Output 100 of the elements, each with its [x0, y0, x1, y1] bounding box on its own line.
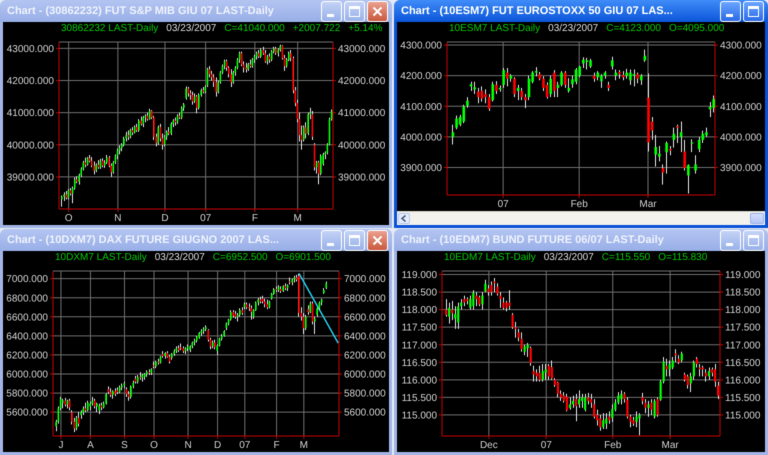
candlestick — [493, 278, 496, 293]
candlestick — [556, 381, 559, 398]
y-tick-label: 118.500 — [402, 288, 438, 299]
y-tick-label: 39000.000 — [6, 172, 54, 184]
x-tick-label: 07 — [540, 440, 552, 452]
y2-tick-label: 4000.000 — [720, 132, 762, 144]
y2-tick-label: 7000.000 — [344, 274, 386, 286]
x-tick-label: F — [274, 440, 280, 452]
y2-tick-label: 4200.000 — [720, 71, 762, 82]
y2-tick-label: 117.000 — [725, 340, 761, 352]
candlestick — [574, 68, 578, 85]
candlestick — [658, 146, 661, 162]
candlestick — [260, 48, 262, 59]
candlestick — [245, 62, 247, 74]
candlestick — [548, 364, 550, 380]
text: 10EDM7 LAST-Daily — [444, 251, 536, 265]
candlestick — [666, 358, 668, 377]
candlestick — [96, 402, 98, 413]
candlestick — [476, 87, 480, 104]
candlestick — [581, 393, 584, 408]
candlestick — [698, 364, 702, 377]
candlestick — [672, 127, 676, 148]
x-tick-label: J — [58, 440, 64, 452]
candlestick — [676, 124, 679, 144]
y2-tick-label: 4300.000 — [720, 40, 762, 52]
candlestick — [530, 346, 532, 366]
x-tick-label: Mar — [662, 440, 680, 452]
y2-tick-label: 43000.000 — [338, 44, 386, 55]
candlestick — [484, 279, 486, 293]
y-tick-label: 118.000 — [402, 305, 438, 316]
candlestick — [566, 393, 568, 412]
candlestick — [452, 124, 454, 146]
candlestick — [680, 351, 683, 363]
candlestick — [586, 57, 588, 70]
candlestick — [190, 90, 192, 100]
candlestick — [198, 92, 200, 110]
candlestick — [687, 164, 690, 194]
y2-tick-label: 42000.000 — [338, 76, 386, 88]
candlestick — [192, 91, 194, 106]
candlestick — [68, 188, 70, 200]
candlestick — [568, 396, 572, 410]
candlestick — [478, 295, 480, 307]
candlestick — [138, 118, 140, 132]
y2-tick-label: 118.000 — [725, 305, 761, 316]
candlestick — [94, 398, 96, 409]
candlestick — [481, 292, 484, 310]
y-tick-label: 116.500 — [402, 358, 438, 369]
candlestick — [665, 140, 668, 174]
candlestick — [607, 81, 610, 92]
candlestick — [704, 368, 708, 382]
candlestick — [513, 76, 516, 98]
text: O=115.830 — [658, 251, 708, 265]
candlestick — [170, 122, 172, 136]
y2-tick-label: 115.000 — [725, 410, 761, 422]
y-tick-label: 115.500 — [402, 392, 438, 404]
text: O=6901.500 — [276, 251, 331, 265]
y2-tick-label: 41000.000 — [338, 108, 386, 120]
candlestick — [116, 148, 118, 160]
y-tick-label: 7000.000 — [6, 274, 48, 286]
y2-tick-label: 6200.000 — [344, 350, 386, 362]
x-tick-label: A — [87, 440, 94, 452]
candlestick — [632, 69, 636, 87]
candlestick — [622, 70, 624, 81]
y-tick-label: 41000.000 — [6, 108, 54, 120]
y-tick-label: 119.000 — [402, 270, 438, 282]
candlestick — [268, 52, 270, 64]
candlestick — [638, 412, 641, 436]
candlestick — [610, 56, 614, 70]
x-tick-label: Feb — [570, 199, 588, 210]
y-tick-label: 40000.000 — [6, 140, 54, 152]
candlestick — [508, 290, 511, 310]
y-tick-label: 3900.000 — [400, 163, 442, 174]
chart-title: Chart - (10ESM7) FUT EUROSTOXX 50 GIU 07 LAS... — [401, 5, 674, 17]
x-tick-label: O — [150, 440, 158, 452]
candlestick — [472, 290, 474, 310]
candlestick — [252, 58, 254, 68]
candlestick — [694, 154, 697, 174]
candlestick — [164, 134, 166, 147]
y2-tick-label: 4100.000 — [720, 102, 762, 113]
x-tick-label: D — [214, 440, 222, 452]
candlestick — [62, 398, 64, 409]
candlestick — [123, 136, 125, 147]
x-tick-label: 07 — [239, 440, 251, 452]
candlestick — [250, 304, 252, 320]
candlestick — [553, 70, 556, 98]
y2-tick-label: 6000.000 — [344, 370, 386, 381]
chart-title: Chart - (10DXM7) DAX FUTURE GIUGNO 2007 LAS... — [7, 234, 280, 246]
candlestick — [502, 68, 505, 88]
candlestick — [125, 131, 127, 142]
y-tick-label: 6200.000 — [6, 350, 48, 362]
candlestick — [549, 75, 552, 98]
candlestick — [542, 364, 544, 382]
x-tick-label: M — [300, 440, 308, 452]
candlestick — [93, 160, 95, 175]
candlestick — [270, 50, 272, 62]
candlestick — [592, 72, 596, 82]
candlestick — [702, 365, 704, 377]
candlestick — [490, 281, 493, 296]
y2-tick-label: 6600.000 — [344, 312, 386, 324]
candlestick — [473, 81, 476, 95]
